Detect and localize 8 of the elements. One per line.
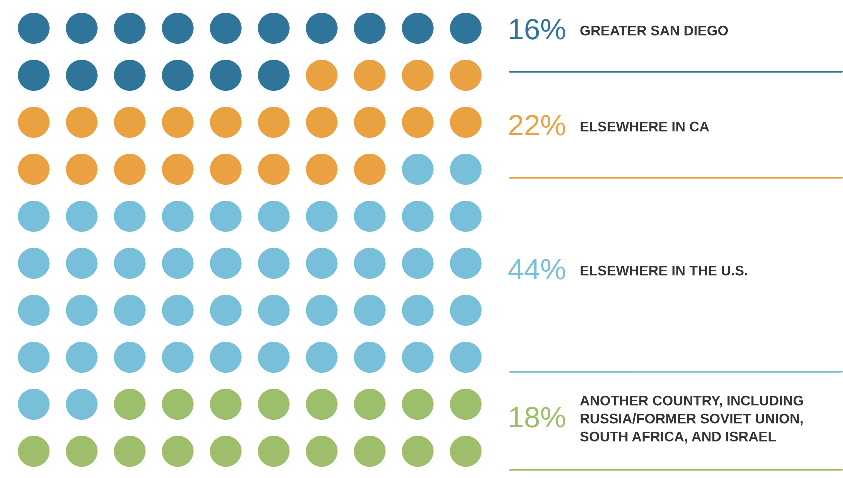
data-label: 22% bbox=[509, 115, 566, 136]
category-label: GREATER SAN DIEGO bbox=[580, 26, 728, 36]
data-label: 18% bbox=[510, 407, 566, 428]
category-label: ANOTHER COUNTRY, INCLUDING RUSSIA/FORMER SOVIET UNION, SOUTH AFRICA, AND ISRAEL bbox=[580, 396, 804, 444]
data-label: 16% bbox=[510, 19, 566, 40]
category-label: ELSEWHERE IN THE U.S. bbox=[580, 266, 748, 276]
category-label: ELSEWHERE IN CA bbox=[580, 122, 710, 132]
data-label: 44% bbox=[508, 259, 566, 280]
